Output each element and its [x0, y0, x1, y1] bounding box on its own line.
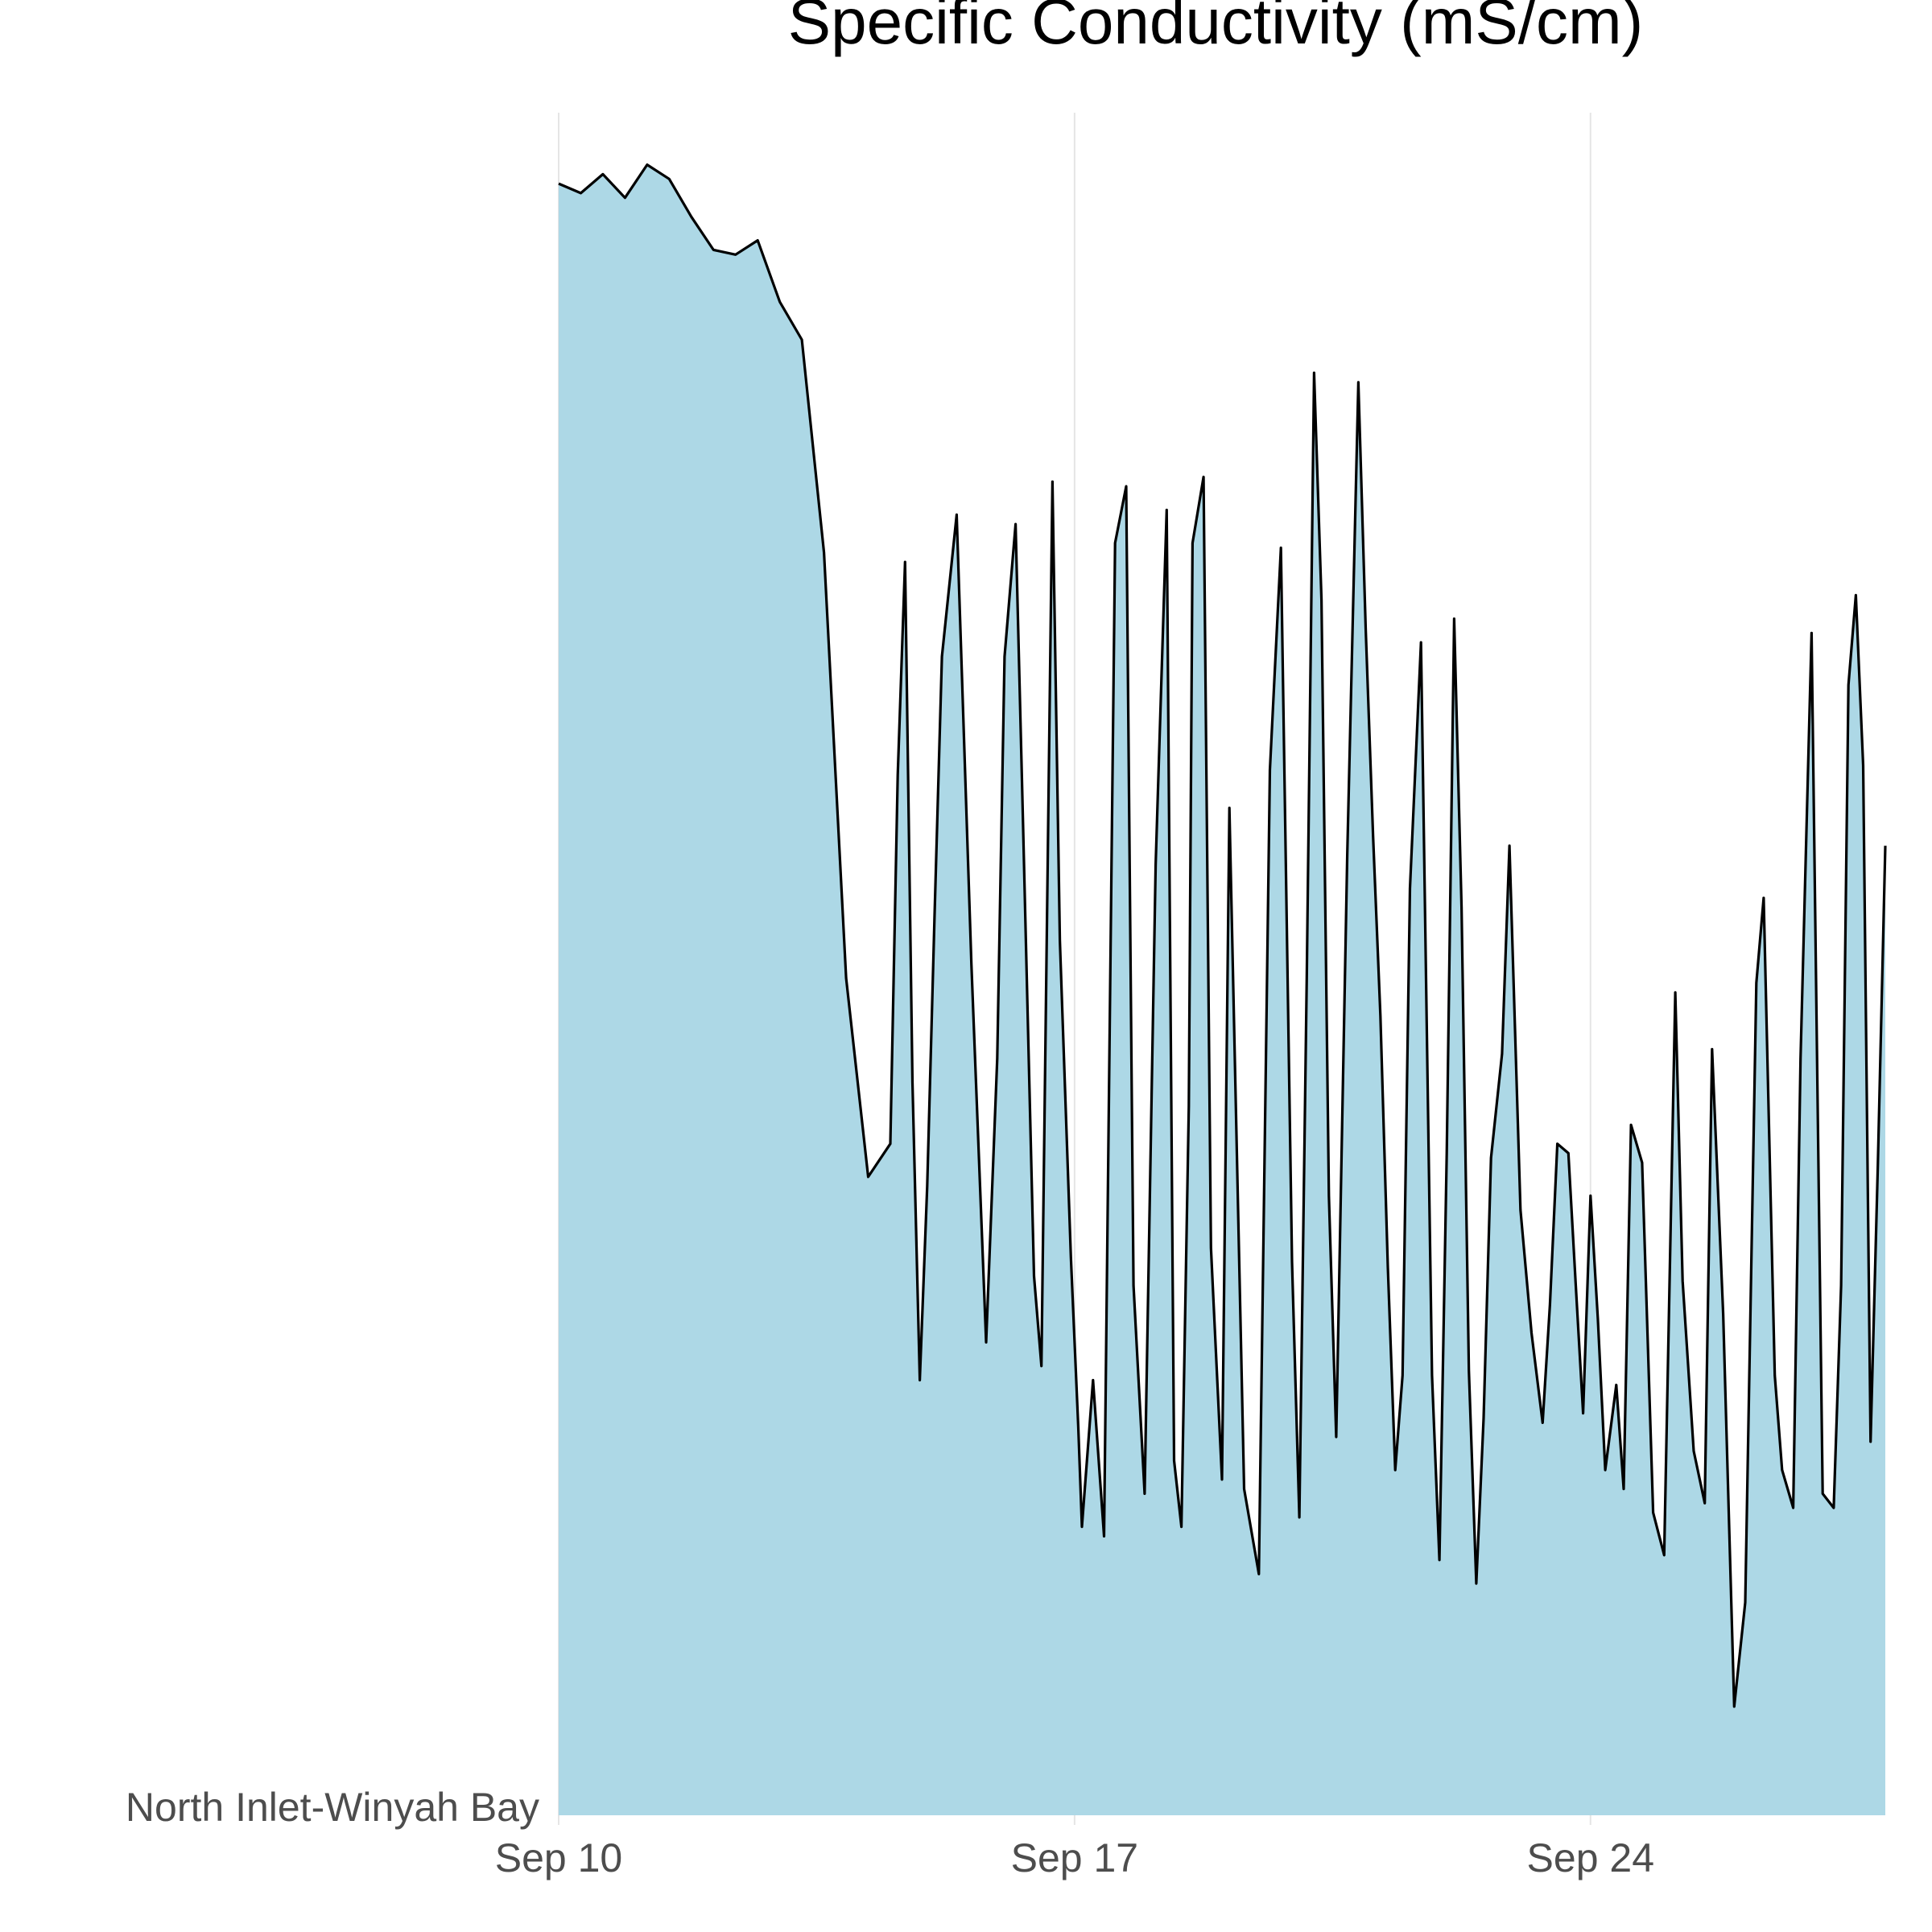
row-label: North Inlet-Winyah Bay	[126, 1785, 539, 1830]
x-tick-label: Sep 10	[495, 1835, 622, 1880]
conductivity-line	[558, 163, 1887, 1708]
x-axis-ticks: Sep 10 Sep 17 Sep 24	[495, 1815, 1654, 1880]
x-tick-label: Sep 17	[1011, 1835, 1138, 1880]
chart-title: Specific Conductivity (mS/cm)	[788, 0, 1643, 57]
x-tick-label: Sep 24	[1527, 1835, 1654, 1880]
conductivity-area	[559, 164, 1885, 1815]
